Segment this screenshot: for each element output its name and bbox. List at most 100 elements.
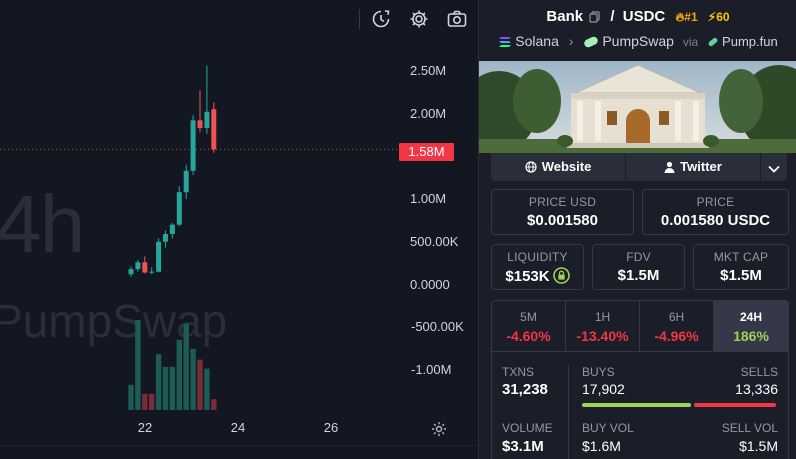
buys-label: BUYS <box>582 365 615 379</box>
axis-divider <box>0 445 477 446</box>
globe-icon <box>525 161 537 173</box>
token-info-panel: Bank / USDC 🔥︎#1 ⚡︎60 Solana › PumpSwap … <box>478 0 796 459</box>
interval-watermark: 4h <box>0 179 85 270</box>
y-tick-label: -500.00K <box>411 319 464 335</box>
fdv-label: FDV <box>626 250 651 264</box>
toolbar-divider <box>359 9 360 29</box>
lightning-icon: ⚡︎ <box>707 10 717 24</box>
volume-bar <box>142 393 148 410</box>
sells-ratio-bar <box>694 403 776 407</box>
social-links: Website Twitter <box>491 153 787 181</box>
timeframe-tabs: 5M -4.60% 1H -13.40% 6H -4.96% 24H 186% <box>491 300 789 352</box>
price-usd-box: PRICE USD $0.001580 <box>491 189 634 235</box>
volume-bar <box>149 393 155 410</box>
volume-bar <box>135 320 141 410</box>
price-usd-value: $0.001580 <box>527 212 598 229</box>
mktcap-box: MKT CAP $1.5M <box>693 244 789 290</box>
launchpad-name[interactable]: Pump.fun <box>722 34 778 49</box>
tab-24h[interactable]: 24H 186% <box>714 301 788 351</box>
volume-value: $3.1M <box>502 438 544 455</box>
tab-1h[interactable]: 1H -13.40% <box>566 301 640 351</box>
solana-icon <box>498 35 512 51</box>
pair-title: Bank / USDC 🔥︎#1 ⚡︎60 <box>479 8 796 27</box>
candle-body <box>176 192 182 225</box>
volume-bar <box>128 384 134 410</box>
price-chart[interactable]: 4h PumpSwap 2.50M 2.00M 1.00M 500.00K 0.0000… <box>0 0 477 459</box>
y-tick-label: 2.50M <box>410 62 447 78</box>
volume-bar <box>162 366 169 410</box>
mktcap-label: MKT CAP <box>713 250 769 264</box>
candle-body <box>142 262 148 273</box>
tab-label: 24H <box>739 310 762 324</box>
liquidity-label: LIQUIDITY <box>507 250 568 264</box>
twitter-button[interactable]: Twitter <box>626 153 761 181</box>
tab-6h[interactable]: 6H -4.96% <box>640 301 714 351</box>
liquidity-box: LIQUIDITY $153K <box>491 244 584 290</box>
buys-ratio-bar <box>582 403 691 407</box>
via-label: via <box>682 35 699 49</box>
fdv-box: FDV $1.5M <box>592 244 685 290</box>
price-change: -4.60% <box>506 328 551 344</box>
y-tick-label: 0.0000 <box>410 276 450 292</box>
buy-vol-label: BUY VOL <box>582 421 634 435</box>
volume-bar <box>197 359 203 410</box>
candle-body <box>190 120 196 171</box>
pair-separator: / <box>610 8 615 25</box>
time-axis[interactable]: 22 24 26 <box>0 410 400 446</box>
volume-bar <box>190 348 196 410</box>
sell-vol-label: SELL VOL <box>721 421 778 435</box>
price-change: -13.40% <box>576 328 629 344</box>
chart-toolbar <box>0 0 477 38</box>
tab-label: 5M <box>520 310 537 324</box>
more-links-button[interactable] <box>761 153 787 181</box>
price-change: 186% <box>733 328 769 344</box>
candle-body <box>169 224 175 235</box>
volume-bar <box>204 368 210 410</box>
txns-label: TXNS <box>502 365 535 379</box>
dex-watermark: PumpSwap <box>0 295 228 347</box>
sells-value: 13,336 <box>735 381 778 397</box>
buy-vol-value: $1.6M <box>582 438 621 454</box>
token-banner-image <box>479 61 796 153</box>
volume-bar <box>176 339 182 410</box>
axis-settings-icon[interactable] <box>430 420 448 438</box>
candle-body <box>128 269 134 275</box>
y-tick-label: 1.00M <box>410 191 447 206</box>
price-usd-label: PRICE USD <box>528 195 597 209</box>
chart-plot-area[interactable]: 4h PumpSwap <box>0 40 400 410</box>
price-change: -4.96% <box>654 328 699 344</box>
replay-icon[interactable] <box>370 8 392 30</box>
chevron-right-icon: › <box>568 33 574 49</box>
chart-settings-icon[interactable] <box>408 8 430 30</box>
x-tick-label: 22 <box>137 420 153 435</box>
volume-bar <box>211 399 217 410</box>
transactions-section: TXNS 31,238 BUYS 17,902 SELLS 13,336 VOL… <box>491 351 789 459</box>
copy-icon[interactable] <box>589 10 600 27</box>
candle-body <box>211 109 217 150</box>
tab-5m[interactable]: 5M -4.60% <box>492 301 566 351</box>
twitter-label: Twitter <box>680 159 722 174</box>
flame-icon: 🔥︎ <box>675 10 685 24</box>
price-label: PRICE <box>696 195 735 209</box>
candlestick-series <box>0 65 400 410</box>
candle-body <box>135 262 141 270</box>
tab-label: 1H <box>594 310 611 324</box>
pumpfun-icon <box>707 35 719 51</box>
candle-body <box>163 234 168 242</box>
volume-bar <box>169 366 176 410</box>
candle-body <box>149 271 155 273</box>
website-label: Website <box>541 159 592 174</box>
camera-icon[interactable] <box>446 8 468 30</box>
section-divider <box>568 365 569 459</box>
candle-body <box>156 241 162 272</box>
lock-icon[interactable] <box>552 267 570 288</box>
candle-body <box>183 170 189 193</box>
boost-badge[interactable]: ⚡︎60 <box>707 10 730 24</box>
price-axis[interactable]: 2.50M 2.00M 1.00M 500.00K 0.0000 -500.00K -1.0… <box>400 40 477 430</box>
website-button[interactable]: Website <box>491 153 626 181</box>
chain-name[interactable]: Solana <box>515 33 559 49</box>
fdv-value: $1.5M <box>617 267 660 284</box>
dex-name[interactable]: PumpSwap <box>602 33 674 49</box>
volume-label: VOLUME <box>502 421 553 435</box>
candle-body <box>197 120 203 129</box>
